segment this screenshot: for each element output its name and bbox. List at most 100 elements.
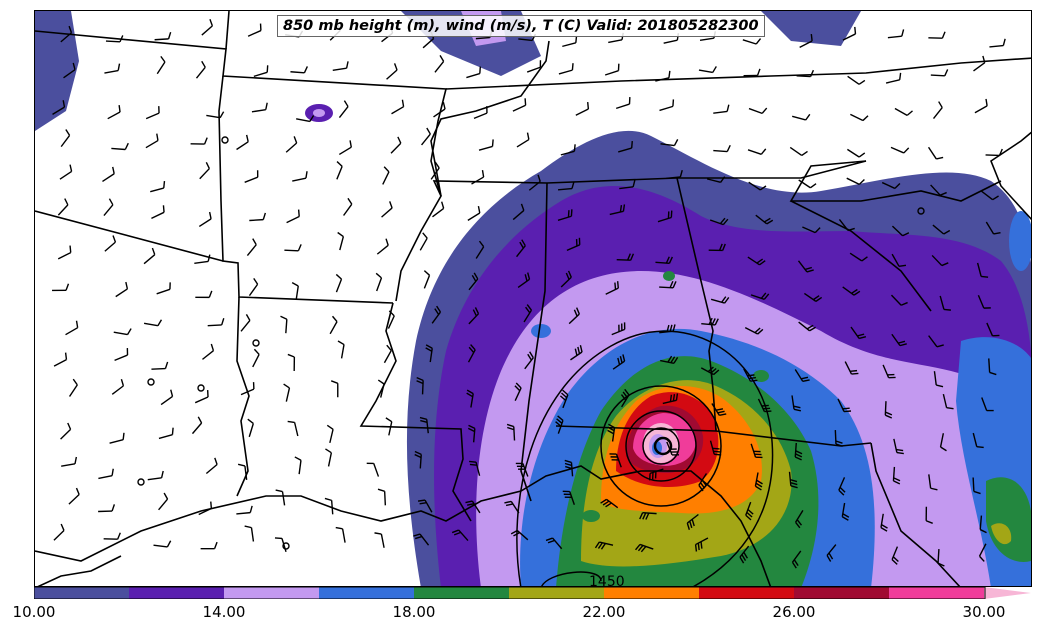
wind-barb: [207, 318, 225, 327]
wind-barb: [506, 423, 516, 441]
wind-barb: [662, 393, 679, 405]
wind-barb: [326, 424, 334, 444]
wind-barb: [754, 472, 763, 491]
wind-barb: [978, 543, 987, 562]
wind-barb: [802, 226, 821, 234]
map-title: 850 mb height (m), wind (m/s), T (C) Val…: [277, 15, 765, 37]
wind-barb: [893, 438, 904, 455]
wind-barb: [803, 292, 823, 302]
wind-barb: [63, 62, 76, 79]
wind-barb: [158, 427, 174, 440]
wind-barb: [986, 322, 1000, 337]
wind-barb: [283, 383, 291, 402]
wind-barb: [931, 254, 949, 267]
wind-barb: [434, 55, 445, 73]
wind-barb: [246, 238, 257, 256]
wind-barb: [887, 29, 905, 39]
wind-barb: [930, 184, 947, 196]
wind-barb: [194, 390, 209, 404]
wind-barb: [512, 98, 527, 112]
wind-barb: [928, 335, 944, 348]
wind-barb: [478, 139, 494, 151]
wind-barb: [709, 217, 729, 226]
wind-barb: [337, 231, 345, 251]
wind-barb: [639, 512, 657, 520]
wind-barb: [972, 477, 981, 495]
wind-barb: [431, 305, 442, 324]
wind-barb: [604, 63, 620, 76]
wind-barb: [620, 388, 630, 408]
wind-barb: [698, 66, 717, 74]
wind-barb: [594, 541, 614, 550]
wind-barb: [374, 532, 385, 548]
wind-barb: [466, 66, 482, 79]
wind-barb: [660, 139, 679, 147]
wind-barb: [555, 415, 564, 434]
wind-barb: [465, 500, 481, 514]
wind-barb: [649, 468, 664, 481]
wind-barb: [523, 304, 533, 323]
wind-barb: [201, 19, 214, 36]
wind-barb: [891, 225, 910, 237]
wind-barb: [510, 529, 529, 541]
wind-barb: [928, 474, 938, 491]
wind-barb: [336, 161, 343, 180]
wind-barb: [838, 218, 855, 232]
wind-barb: [850, 113, 869, 122]
wind-barb: [111, 378, 125, 395]
wind-barb: [516, 132, 530, 148]
wind-barb: [158, 492, 169, 511]
wind-barb: [381, 201, 393, 218]
colorbar-tick-label: 30.00: [962, 603, 1006, 621]
wind-barb: [880, 513, 888, 532]
wind-barb: [844, 361, 859, 375]
wind-barb: [796, 69, 815, 78]
wind-barb: [468, 307, 480, 325]
wind-barb: [516, 239, 526, 258]
wind-barb: [275, 489, 286, 506]
wind-barb: [881, 181, 901, 190]
wind-barb: [799, 33, 813, 48]
wind-barb: [151, 361, 169, 370]
colorbar-cell: [319, 587, 414, 599]
wind-barb: [890, 294, 908, 306]
wind-barb: [105, 35, 124, 43]
wind-barb: [191, 416, 203, 435]
wind-barb: [747, 256, 766, 266]
wind-speed-shading: [35, 11, 1031, 586]
wind-barb: [942, 393, 954, 410]
wind-barb: [974, 98, 988, 114]
wind-barb: [849, 252, 868, 262]
wind-barb: [744, 326, 764, 335]
wind-barb: [335, 273, 343, 293]
wind-barb: [557, 181, 575, 191]
wind-barb: [985, 148, 1003, 157]
wind-barb: [659, 99, 675, 112]
wind-barb: [244, 525, 255, 542]
wind-barb: [892, 466, 901, 485]
wind-barb: [981, 190, 999, 201]
wind-barb: [985, 221, 1001, 235]
wind-barb: [791, 550, 802, 569]
wind-barb: [655, 256, 673, 265]
wind-barb: [205, 457, 218, 475]
wind-barb: [57, 245, 72, 260]
colorbar-cell: [889, 587, 984, 599]
wind-barb: [939, 433, 947, 452]
wind-barb: [666, 170, 683, 179]
wind-barb: [504, 500, 520, 514]
wind-barb: [60, 129, 71, 148]
wind-barb: [930, 69, 949, 77]
wind-barb: [927, 146, 944, 160]
wind-barb: [615, 97, 631, 110]
wind-barb: [150, 181, 166, 193]
wind-barb: [329, 315, 338, 335]
wind-barb: [701, 317, 719, 326]
wind-barb: [709, 440, 722, 456]
wind-barb: [294, 456, 302, 475]
wind-barb: [932, 101, 943, 119]
wind-barb: [798, 321, 816, 332]
wind-barb: [757, 398, 772, 413]
wind-barb: [524, 351, 534, 370]
wind-barb: [745, 501, 754, 521]
